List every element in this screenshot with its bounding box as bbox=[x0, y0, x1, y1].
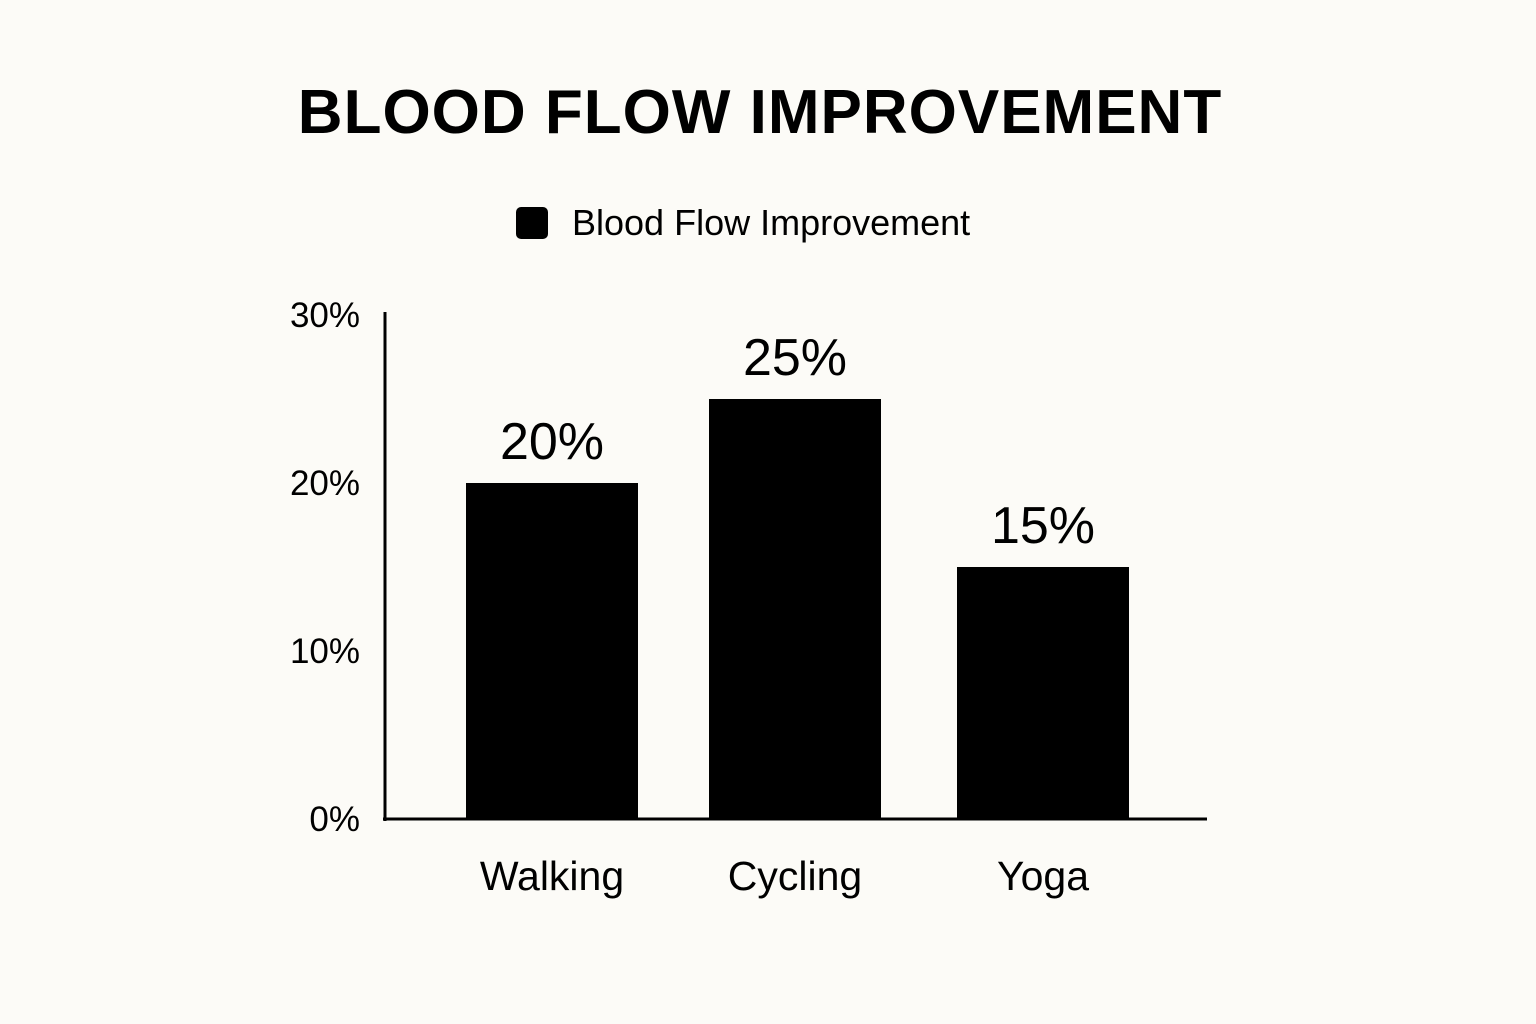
bar-value-label-yoga: 15% bbox=[991, 497, 1095, 555]
x-tick-label-cycling: Cycling bbox=[728, 853, 862, 899]
bars bbox=[466, 399, 1129, 819]
bar-walking bbox=[466, 483, 638, 819]
x-tick-label-walking: Walking bbox=[480, 853, 624, 899]
y-tick-labels: 0% 10% 20% 30% bbox=[290, 296, 360, 839]
bar-value-labels: 20% 25% 15% bbox=[500, 329, 1095, 555]
y-tick-label: 10% bbox=[290, 632, 360, 671]
y-tick-label: 20% bbox=[290, 464, 360, 503]
bar-value-label-cycling: 25% bbox=[743, 329, 847, 387]
bar-yoga bbox=[957, 567, 1129, 819]
bar-value-label-walking: 20% bbox=[500, 413, 604, 471]
legend-swatch bbox=[516, 207, 548, 239]
bar-cycling bbox=[709, 399, 881, 819]
x-tick-labels: Walking Cycling Yoga bbox=[480, 853, 1089, 899]
chart-legend: Blood Flow Improvement bbox=[516, 203, 970, 243]
x-tick-label-yoga: Yoga bbox=[997, 853, 1089, 899]
legend-label: Blood Flow Improvement bbox=[572, 202, 971, 243]
y-tick-label: 30% bbox=[290, 296, 360, 335]
chart-title: BLOOD FLOW IMPROVEMENT bbox=[297, 78, 1223, 147]
y-tick-label: 0% bbox=[309, 800, 360, 839]
